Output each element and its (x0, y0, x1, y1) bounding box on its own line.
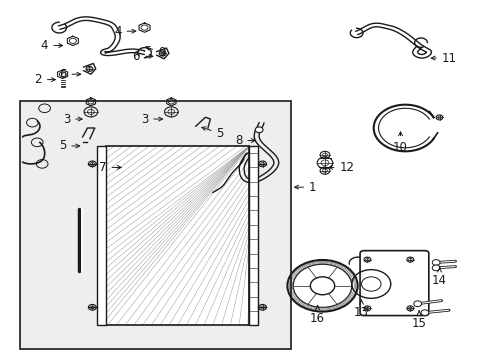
Text: 8: 8 (234, 134, 255, 147)
Text: 4: 4 (41, 39, 62, 52)
Text: 13: 13 (353, 300, 368, 319)
Text: 1: 1 (294, 181, 316, 194)
Bar (249, 146, 258, 325)
Circle shape (413, 301, 421, 307)
Text: 10: 10 (392, 132, 407, 154)
Text: 11: 11 (430, 51, 456, 64)
Circle shape (255, 127, 263, 133)
Text: 3: 3 (62, 113, 82, 126)
Bar (97, 146, 105, 325)
Text: 2: 2 (35, 73, 55, 86)
Circle shape (431, 265, 439, 271)
Bar (20, 101, 290, 348)
Text: 9: 9 (145, 46, 165, 59)
Circle shape (420, 310, 428, 316)
Text: 6: 6 (59, 68, 81, 81)
Text: 5: 5 (59, 139, 80, 152)
FancyBboxPatch shape (359, 251, 428, 316)
Text: 6: 6 (132, 50, 153, 63)
Text: 14: 14 (431, 268, 446, 287)
Text: 4: 4 (114, 25, 136, 38)
Bar (105, 146, 249, 325)
Text: 16: 16 (309, 306, 325, 325)
Text: 12: 12 (328, 161, 354, 174)
Circle shape (431, 260, 439, 265)
Text: 3: 3 (141, 113, 163, 126)
Text: 7: 7 (99, 161, 121, 174)
Bar (105, 146, 249, 325)
Text: 5: 5 (202, 127, 224, 140)
Text: 15: 15 (411, 311, 426, 330)
